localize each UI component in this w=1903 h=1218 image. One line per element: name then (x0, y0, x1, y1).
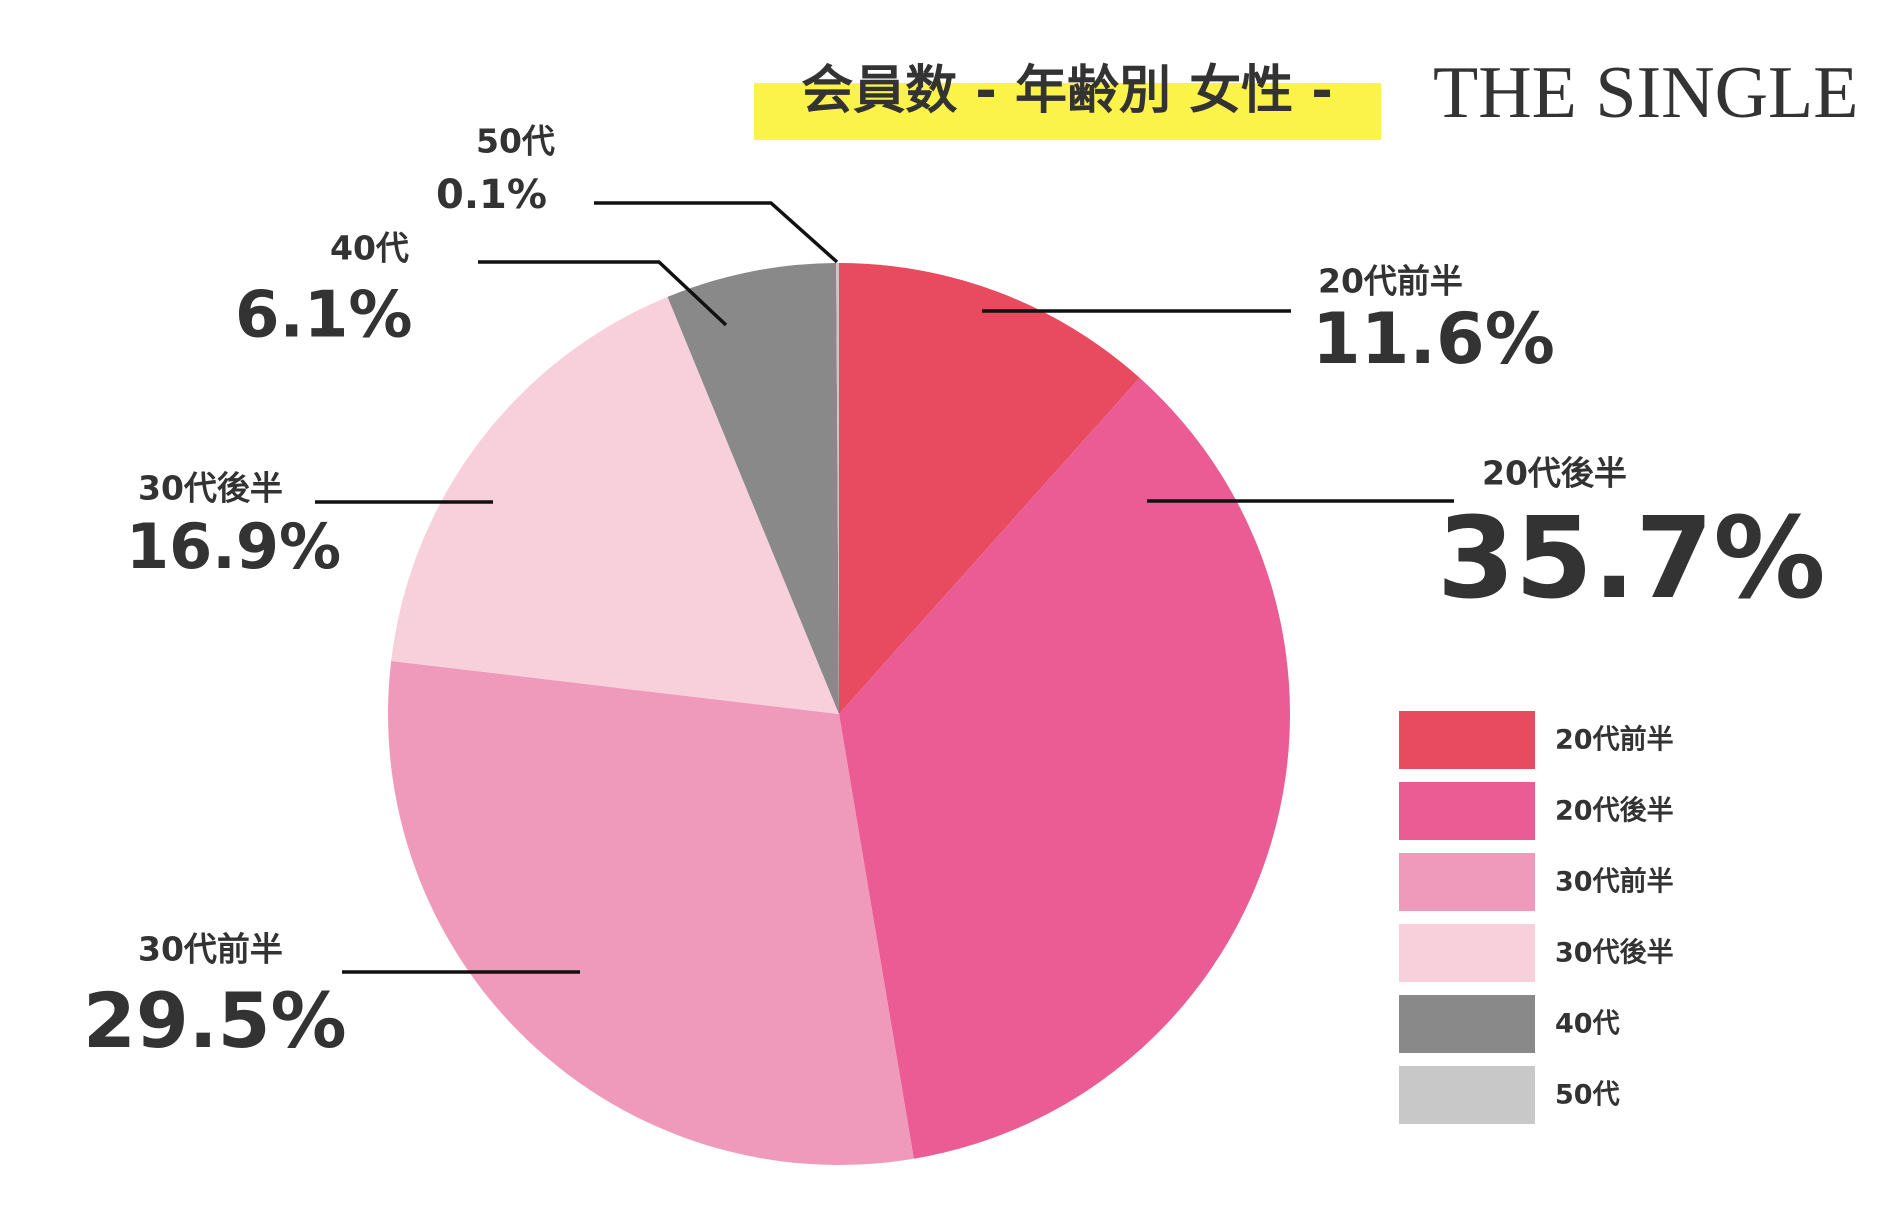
slice-category-label: 20代前半 (1318, 262, 1463, 301)
leader-line (594, 201, 839, 264)
slice-value-label: 0.1% (436, 172, 547, 218)
slice-value-label: 11.6% (1312, 298, 1555, 380)
slice-category-label: 40代 (330, 229, 409, 268)
pie-slice (667, 263, 839, 714)
slice-value-label: 6.1% (235, 279, 413, 353)
slice-value-label: 35.7% (1437, 494, 1826, 624)
legend-label: 20代前半 (1555, 724, 1674, 756)
legend-swatch (1399, 1066, 1535, 1124)
legend-label: 30代後半 (1555, 938, 1674, 969)
legend-swatch (1399, 782, 1535, 840)
title-highlight (754, 83, 1381, 140)
legend-label: 50代 (1555, 1080, 1620, 1111)
slice-category-label: 20代後半 (1482, 454, 1627, 493)
chart-title: 会員数 - 年齢別 女性 - (801, 61, 1333, 121)
pie-slice (839, 263, 1140, 714)
legend-label: 20代後半 (1555, 796, 1674, 827)
legend-swatch (1399, 853, 1535, 911)
legend-swatch (1399, 711, 1535, 769)
pie-slice (836, 263, 839, 714)
legend-swatch (1399, 924, 1535, 982)
slice-value-label: 16.9% (126, 510, 341, 583)
legend-label: 40代 (1555, 1009, 1620, 1040)
brand-logo: THE SINGLE (1433, 52, 1858, 134)
legend-swatch (1399, 995, 1535, 1053)
pie-slice (839, 377, 1290, 1159)
legend-label: 30代前半 (1555, 866, 1674, 898)
slice-category-label: 50代 (476, 122, 555, 161)
leader-lines (315, 201, 1454, 974)
pie-slice (388, 660, 914, 1165)
pie (388, 263, 1290, 1165)
pie-slice (391, 296, 839, 714)
slice-category-label: 30代後半 (138, 469, 283, 508)
slice-value-label: 29.5% (83, 976, 347, 1065)
slice-category-label: 30代前半 (138, 930, 283, 969)
leader-line (478, 260, 728, 327)
